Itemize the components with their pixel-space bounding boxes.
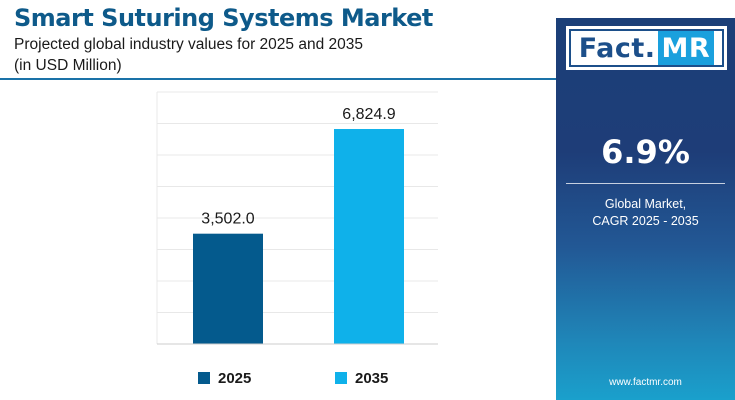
legend-item-2035: 2035 (335, 369, 389, 387)
legend-swatch-2025 (198, 372, 210, 384)
chart-subtitle: Projected global industry values for 202… (14, 36, 363, 53)
cagr-label-line1: Global Market, (604, 197, 687, 211)
cagr-divider (566, 183, 725, 184)
website-url: www.factmr.com (609, 377, 682, 388)
cagr-value: 6.9% (601, 133, 690, 171)
bar-chart: 3,502.0 6,824.9 (156, 91, 438, 345)
logo-fact-text: Fact (578, 32, 645, 64)
chart-canvas: 3,502.0 6,824.9 (156, 91, 438, 345)
data-label-2025: 3,502.0 (201, 211, 254, 228)
legend-swatch-2035 (335, 372, 347, 384)
logo-wordmark: Fact. MR (569, 29, 724, 67)
logo-mr-text: MR (657, 31, 715, 65)
cagr-label-line2: CAGR 2025 - 2035 (592, 214, 699, 228)
chart-title: Smart Suturing Systems Market (14, 4, 433, 32)
data-label-2035: 6,824.9 (342, 106, 395, 123)
bar-2035 (334, 129, 404, 344)
legend-item-2025: 2025 (198, 369, 252, 387)
header-divider (0, 78, 556, 80)
factmr-logo: Fact. MR (566, 26, 727, 70)
legend-label-2035: 2035 (355, 369, 389, 387)
logo-dot-text: . (644, 32, 656, 64)
chart-unit: (in USD Million) (14, 57, 122, 74)
summary-panel: Fact. MR 6.9% Global Market, CAGR 2025 - … (556, 18, 735, 400)
bar-2025 (193, 233, 263, 344)
legend-label-2025: 2025 (218, 369, 252, 387)
